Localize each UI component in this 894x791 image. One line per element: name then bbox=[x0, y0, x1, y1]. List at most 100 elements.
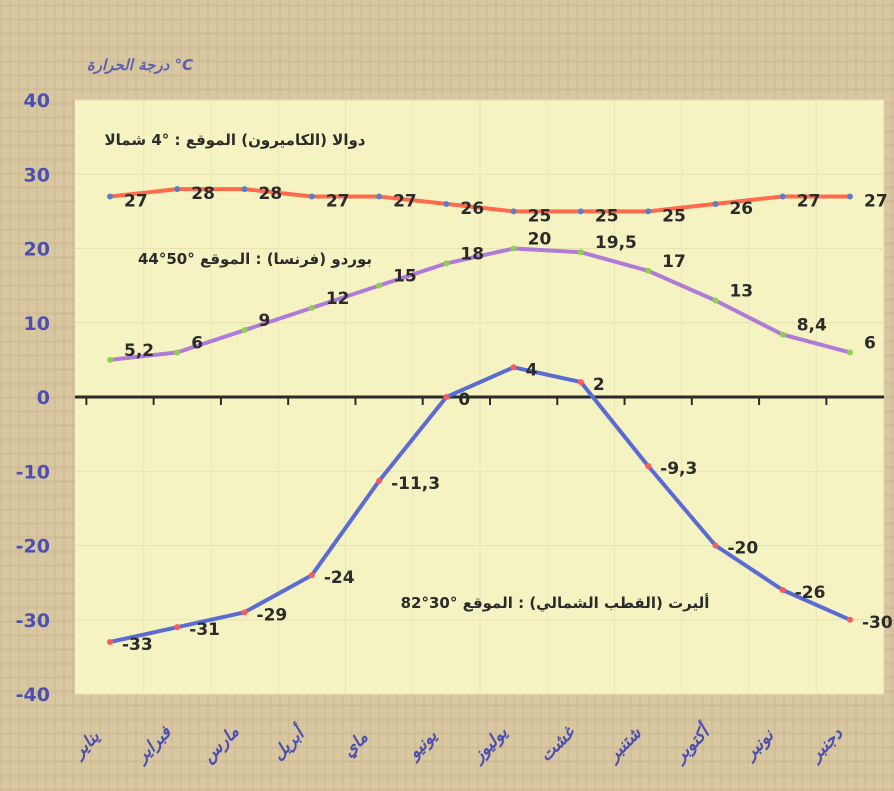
data-label: 13 bbox=[729, 281, 753, 301]
x-tick-label: نونبر bbox=[738, 725, 778, 765]
data-label: -26 bbox=[795, 583, 826, 603]
y-tick-label: 10 bbox=[24, 313, 50, 335]
data-point bbox=[847, 349, 853, 356]
data-label: -30 bbox=[862, 613, 893, 633]
data-label: 27 bbox=[864, 192, 888, 212]
y-tick-label: -30 bbox=[16, 610, 50, 632]
series-title-alert: أليرت (القطب الشمالي) : الموقع °30°82 bbox=[401, 593, 710, 612]
data-label: -11,3 bbox=[391, 474, 440, 494]
x-tick-label: أبريل bbox=[266, 719, 311, 764]
data-point bbox=[510, 208, 517, 215]
data-label: 27 bbox=[797, 192, 821, 212]
x-tick-label: يناير bbox=[67, 727, 104, 764]
x-tick-label: غشت bbox=[536, 721, 580, 765]
data-point bbox=[779, 193, 786, 200]
y-axis-label: درجة الحرارة °C bbox=[87, 56, 193, 74]
x-tick-label: دجنبر bbox=[804, 724, 847, 767]
data-label: 25 bbox=[595, 206, 619, 226]
data-label: 26 bbox=[460, 199, 484, 219]
series-title-douala: دوالا (الكاميرون) الموقع : °4 شمالا bbox=[104, 131, 365, 149]
data-point bbox=[510, 245, 517, 252]
data-point bbox=[174, 349, 181, 356]
data-point bbox=[712, 297, 719, 304]
data-label: 26 bbox=[729, 199, 753, 219]
y-tick-label: 40 bbox=[24, 90, 50, 112]
data-point bbox=[510, 364, 517, 371]
data-label: 25 bbox=[528, 206, 552, 226]
series-points bbox=[107, 186, 853, 646]
data-point bbox=[577, 379, 584, 386]
y-tick-label: -40 bbox=[16, 684, 50, 706]
data-point bbox=[847, 616, 853, 623]
x-tick-label: يوليوز bbox=[466, 723, 511, 768]
data-label: 20 bbox=[528, 230, 552, 250]
x-tick-label: أكتوبر bbox=[666, 718, 716, 768]
data-label: 8,4 bbox=[797, 316, 827, 336]
series-line-0 bbox=[109, 187, 850, 214]
data-label: 27 bbox=[326, 192, 350, 212]
data-label: -20 bbox=[727, 539, 758, 559]
data-point bbox=[174, 186, 181, 193]
series-lines bbox=[109, 187, 851, 644]
data-point bbox=[779, 587, 786, 594]
data-point bbox=[308, 572, 315, 579]
data-point bbox=[712, 542, 719, 549]
zero-axis-ticks bbox=[85, 397, 828, 405]
y-tick-label: 0 bbox=[37, 387, 50, 409]
y-tick-label: 20 bbox=[24, 239, 50, 261]
data-label: -24 bbox=[324, 568, 355, 588]
data-point bbox=[107, 356, 113, 363]
x-tick-label: شتنبر bbox=[602, 723, 646, 767]
data-point bbox=[577, 208, 584, 215]
x-tick-labels: يناير فبراير مارس أبريل ماي يونيو يوليوز غشت شتن… bbox=[67, 718, 847, 769]
x-tick-label: فبراير bbox=[130, 722, 176, 768]
data-point bbox=[645, 463, 652, 470]
data-label: 0 bbox=[458, 390, 470, 410]
y-tick-label: -10 bbox=[16, 461, 50, 483]
data-point bbox=[308, 193, 315, 200]
y-tick-label: -20 bbox=[16, 536, 50, 558]
data-label: 6 bbox=[191, 333, 203, 353]
series-title-bordeaux: بوردو (فرنسا) : الموقع °50°44 bbox=[138, 250, 372, 268]
data-point bbox=[712, 200, 719, 207]
data-label: -31 bbox=[189, 620, 220, 640]
data-label: 18 bbox=[460, 244, 484, 264]
x-tick-label: يونيو bbox=[402, 726, 441, 765]
data-label: 25 bbox=[662, 206, 686, 226]
data-label: 28 bbox=[191, 184, 215, 204]
data-point bbox=[107, 193, 113, 200]
data-label: 5,2 bbox=[124, 341, 154, 361]
data-point bbox=[847, 193, 853, 200]
data-label: 9 bbox=[259, 311, 271, 331]
data-point bbox=[443, 200, 450, 207]
data-label: 27 bbox=[393, 192, 417, 212]
data-label: 28 bbox=[259, 184, 283, 204]
data-label: -29 bbox=[257, 605, 288, 625]
y-tick-label: 30 bbox=[24, 164, 50, 186]
data-point bbox=[241, 327, 248, 334]
data-point bbox=[376, 282, 383, 289]
data-point bbox=[241, 609, 248, 616]
data-point bbox=[645, 208, 652, 215]
data-point bbox=[443, 394, 450, 400]
series-line-2 bbox=[109, 365, 851, 644]
x-tick-label: ماي bbox=[339, 727, 373, 761]
data-point bbox=[376, 193, 383, 200]
data-point bbox=[645, 267, 652, 274]
data-point bbox=[376, 477, 383, 484]
data-label: 12 bbox=[326, 289, 350, 309]
data-label: 15 bbox=[393, 267, 417, 287]
data-point bbox=[577, 249, 584, 256]
data-label: 27 bbox=[124, 192, 148, 212]
x-tick-label: مارس bbox=[198, 721, 244, 767]
data-point bbox=[107, 639, 113, 646]
data-label: -33 bbox=[122, 635, 153, 655]
data-label: 4 bbox=[526, 360, 538, 380]
data-point bbox=[308, 304, 315, 311]
data-point bbox=[241, 186, 248, 193]
data-label: 2 bbox=[593, 375, 605, 395]
data-point bbox=[443, 260, 450, 267]
data-point bbox=[779, 331, 786, 338]
